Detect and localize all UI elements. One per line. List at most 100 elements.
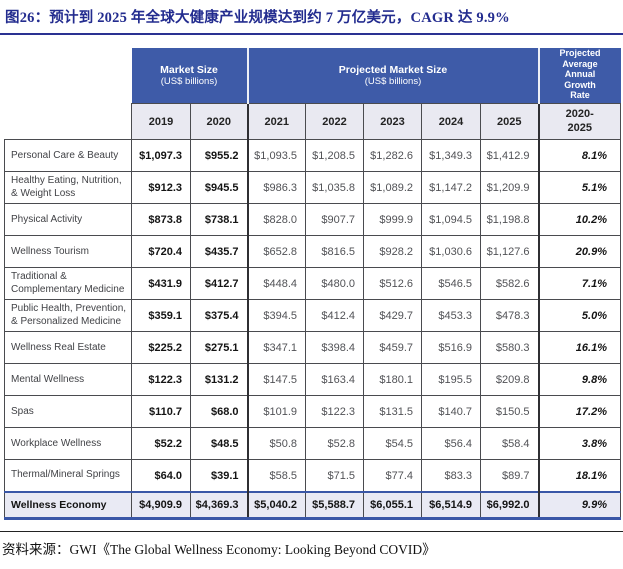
projected-value-cell: $1,030.6 — [421, 235, 481, 269]
projected-value-cell: $163.4 — [305, 363, 364, 397]
projected-value-cell: $131.5 — [363, 395, 422, 429]
year-header: 2022 — [305, 103, 364, 141]
row-label: Public Health, Prevention, & Personalize… — [4, 299, 132, 333]
table-row: Personal Care & Beauty $1,097.3 $955.2 $1,0… — [4, 139, 621, 173]
table-row: Wellness Tourism $720.4 $435.7 $652.8 $816.5… — [4, 235, 621, 269]
figure-title: 图26：预计到 2025 年全球大健康产业规模达到约 7 万亿美元，CAGR 达… — [0, 0, 623, 35]
historical-value-cell: $39.1 — [190, 459, 248, 493]
growth-rate-cell: 18.1% — [537, 459, 621, 493]
projected-value-cell: $77.4 — [363, 459, 422, 493]
projected-value-cell: $150.5 — [480, 395, 539, 429]
projected-value-cell: $412.4 — [305, 299, 364, 333]
projected-value-cell: $347.1 — [246, 331, 306, 365]
historical-value-cell: $945.5 — [190, 171, 248, 205]
market-size-label: Market Size — [160, 63, 218, 76]
table-row: Workplace Wellness $52.2 $48.5 $50.8 $52.8 $5… — [4, 427, 621, 461]
historical-value-cell: $435.7 — [190, 235, 248, 269]
historical-value-cell: $52.2 — [131, 427, 191, 461]
row-label: Physical Activity — [4, 203, 132, 237]
projected-value-cell: $429.7 — [363, 299, 422, 333]
projected-value-cell: $1,412.9 — [480, 139, 539, 173]
historical-value-cell: $68.0 — [190, 395, 248, 429]
year-header-row: 2019 2020 2021 2022 2023 2024 2025 2020-… — [4, 103, 621, 141]
table-row: Spas $110.7 $68.0 $101.9 $122.3 $131.5 $140.7 $… — [4, 395, 621, 429]
projected-value-cell: $58.4 — [480, 427, 539, 461]
projected-value-cell: $1,035.8 — [305, 171, 364, 205]
table-row: Healthy Eating, Nutrition, & Weight Loss… — [4, 171, 621, 205]
growth-rate-cell: 10.2% — [537, 203, 621, 237]
historical-value-cell: $48.5 — [190, 427, 248, 461]
projected-value-cell: $459.7 — [363, 331, 422, 365]
historical-value-cell: $375.4 — [190, 299, 248, 333]
projected-value-cell: $6,514.9 — [421, 490, 481, 521]
historical-value-cell: $4,909.9 — [131, 490, 191, 521]
projected-value-cell: $1,127.6 — [480, 235, 539, 269]
year-header: 2023 — [363, 103, 422, 141]
projected-value-cell: $5,040.2 — [246, 490, 306, 521]
projected-value-cell: $5,588.7 — [305, 490, 364, 521]
projected-value-cell: $582.6 — [480, 267, 539, 301]
table-row: Thermal/Mineral Springs $64.0 $39.1 $58.5 $7… — [4, 459, 621, 493]
row-label: Wellness Real Estate — [4, 331, 132, 365]
year-header: 2024 — [421, 103, 481, 141]
row-label: Thermal/Mineral Springs — [4, 459, 132, 493]
row-label: Wellness Tourism — [4, 235, 132, 269]
table-row: Mental Wellness $122.3 $131.2 $147.5 $163.4 $… — [4, 363, 621, 397]
year-header: 2025 — [480, 103, 539, 141]
projected-value-cell: $71.5 — [305, 459, 364, 493]
historical-value-cell: $412.7 — [190, 267, 248, 301]
projected-value-cell: $652.8 — [246, 235, 306, 269]
projected-units: (US$ billions) — [364, 76, 422, 88]
projected-value-cell: $1,094.5 — [421, 203, 481, 237]
table-row: Physical Activity $873.8 $738.1 $828.0 $907.… — [4, 203, 621, 237]
growth-rate-cell: 8.1% — [537, 139, 621, 173]
table-row: Traditional & Complementary Medicine $431… — [4, 267, 621, 301]
growth-rate-cell: 20.9% — [537, 235, 621, 269]
projected-value-cell: $1,349.3 — [421, 139, 481, 173]
total-row: Wellness Economy $4,909.9 $4,369.3 $5,040.2… — [4, 490, 621, 521]
projected-value-cell: $828.0 — [246, 203, 306, 237]
projected-value-cell: $546.5 — [421, 267, 481, 301]
projected-value-cell: $394.5 — [246, 299, 306, 333]
wellness-economy-table: Market Size (US$ billions) Projected Mar… — [4, 48, 621, 521]
table-row: Public Health, Prevention, & Personalize… — [4, 299, 621, 333]
growth-period-header: 2020- 2025 — [537, 103, 621, 141]
market-size-header: Market Size (US$ billions) — [131, 48, 248, 104]
source-note: 资料来源：GWI《The Global Wellness Economy: Lo… — [0, 531, 623, 558]
projected-value-cell: $1,198.8 — [480, 203, 539, 237]
row-label: Wellness Economy — [4, 490, 132, 521]
market-size-table: Market Size (US$ billions) Projected Mar… — [4, 48, 621, 521]
historical-value-cell: $110.7 — [131, 395, 191, 429]
growth-rate-cell: 16.1% — [537, 331, 621, 365]
projected-value-cell: $195.5 — [421, 363, 481, 397]
projected-value-cell: $50.8 — [246, 427, 306, 461]
historical-value-cell: $1,097.3 — [131, 139, 191, 173]
projected-value-cell: $209.8 — [480, 363, 539, 397]
historical-value-cell: $955.2 — [190, 139, 248, 173]
historical-value-cell: $275.1 — [190, 331, 248, 365]
historical-value-cell: $738.1 — [190, 203, 248, 237]
growth-rate-cell: 7.1% — [537, 267, 621, 301]
growth-rate-cell: 3.8% — [537, 427, 621, 461]
historical-value-cell: $225.2 — [131, 331, 191, 365]
projected-value-cell: $999.9 — [363, 203, 422, 237]
historical-value-cell: $64.0 — [131, 459, 191, 493]
projected-value-cell: $928.2 — [363, 235, 422, 269]
corner-spacer — [4, 103, 132, 140]
group-header-row: Market Size (US$ billions) Projected Mar… — [4, 48, 621, 104]
projected-value-cell: $478.3 — [480, 299, 539, 333]
projected-value-cell: $58.5 — [246, 459, 306, 493]
projected-value-cell: $1,209.9 — [480, 171, 539, 205]
row-label: Spas — [4, 395, 132, 429]
row-label: Healthy Eating, Nutrition, & Weight Loss — [4, 171, 132, 205]
projected-value-cell: $122.3 — [305, 395, 364, 429]
projected-value-cell: $1,282.6 — [363, 139, 422, 173]
growth-rate-cell: 9.8% — [537, 363, 621, 397]
row-label: Traditional & Complementary Medicine — [4, 267, 132, 301]
growth-rate-cell: 9.9% — [537, 490, 621, 521]
projected-value-cell: $6,992.0 — [480, 490, 539, 521]
projected-value-cell: $580.3 — [480, 331, 539, 365]
projected-value-cell: $6,055.1 — [363, 490, 422, 521]
projected-value-cell: $56.4 — [421, 427, 481, 461]
projected-value-cell: $1,147.2 — [421, 171, 481, 205]
